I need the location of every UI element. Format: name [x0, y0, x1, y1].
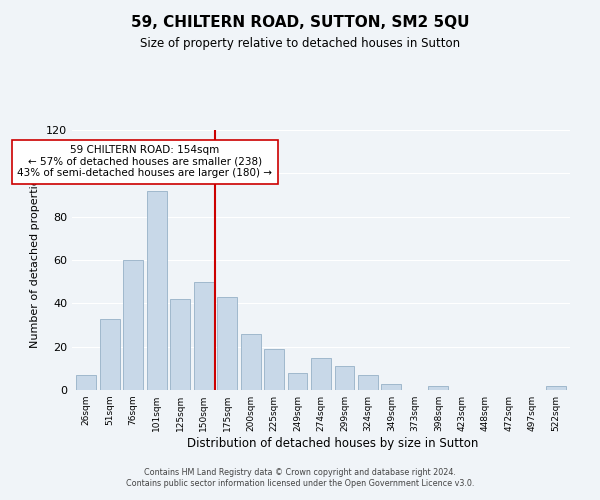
Text: 59 CHILTERN ROAD: 154sqm
← 57% of detached houses are smaller (238)
43% of semi-: 59 CHILTERN ROAD: 154sqm ← 57% of detach… — [17, 145, 272, 178]
Bar — [194, 282, 214, 390]
Bar — [241, 334, 260, 390]
Bar — [428, 386, 448, 390]
Bar — [546, 386, 566, 390]
Bar — [335, 366, 355, 390]
Bar — [358, 375, 378, 390]
Bar — [146, 190, 167, 390]
Bar — [264, 349, 284, 390]
Bar — [287, 372, 307, 390]
Bar — [76, 375, 96, 390]
Bar — [382, 384, 401, 390]
Bar — [100, 318, 119, 390]
Text: 59, CHILTERN ROAD, SUTTON, SM2 5QU: 59, CHILTERN ROAD, SUTTON, SM2 5QU — [131, 15, 469, 30]
Bar — [311, 358, 331, 390]
Text: Size of property relative to detached houses in Sutton: Size of property relative to detached ho… — [140, 38, 460, 51]
Bar — [123, 260, 143, 390]
Text: Distribution of detached houses by size in Sutton: Distribution of detached houses by size … — [187, 438, 479, 450]
Y-axis label: Number of detached properties: Number of detached properties — [31, 172, 40, 348]
Bar — [217, 297, 237, 390]
Text: Contains HM Land Registry data © Crown copyright and database right 2024.
Contai: Contains HM Land Registry data © Crown c… — [126, 468, 474, 487]
Bar — [170, 299, 190, 390]
